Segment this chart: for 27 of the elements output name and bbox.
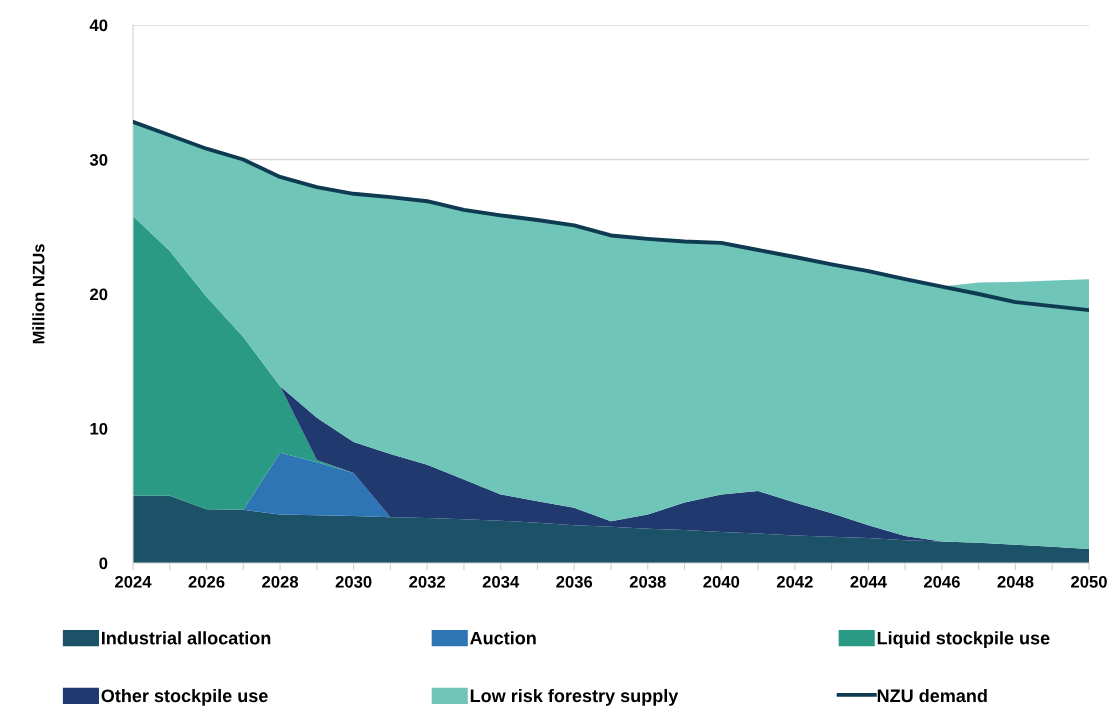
legend-label: Industrial allocation <box>102 631 271 645</box>
x-tick-label: 2032 <box>409 575 446 588</box>
y-axis-title: Million NZUs <box>32 244 45 344</box>
y-tick-label: 10 <box>90 422 108 435</box>
legend-label: Liquid stockpile use <box>877 631 1050 649</box>
x-tick-label: 2040 <box>703 575 740 588</box>
x-tick-label: 2050 <box>1071 575 1107 588</box>
y-tick-label: 30 <box>89 153 108 166</box>
legend-label: Low risk forestry supply <box>470 688 679 706</box>
x-tick-label: 2024 <box>115 575 152 588</box>
x-tick-label: 2026 <box>188 575 225 588</box>
x-tick-label: 2034 <box>482 575 520 588</box>
x-tick-label: 2048 <box>997 575 1034 588</box>
legend-label: Other stockpile use <box>101 688 268 706</box>
y-tick-label: 20 <box>90 288 108 301</box>
y-tick-label: 40 <box>89 19 108 32</box>
x-tick-label: 2030 <box>335 575 372 588</box>
line-series <box>133 119 1089 313</box>
y-tick-label: 0 <box>99 557 108 570</box>
x-tick-label: 2036 <box>556 575 593 588</box>
x-tick-label: 2042 <box>776 575 813 588</box>
x-tick-label: 2046 <box>923 575 960 588</box>
x-tick-label: 2028 <box>262 575 299 588</box>
legend-label: Auction <box>470 631 536 645</box>
x-tick-label: 2044 <box>850 575 887 588</box>
legend-label: NZU demand <box>877 688 987 703</box>
x-tick-label: 2038 <box>629 575 666 588</box>
